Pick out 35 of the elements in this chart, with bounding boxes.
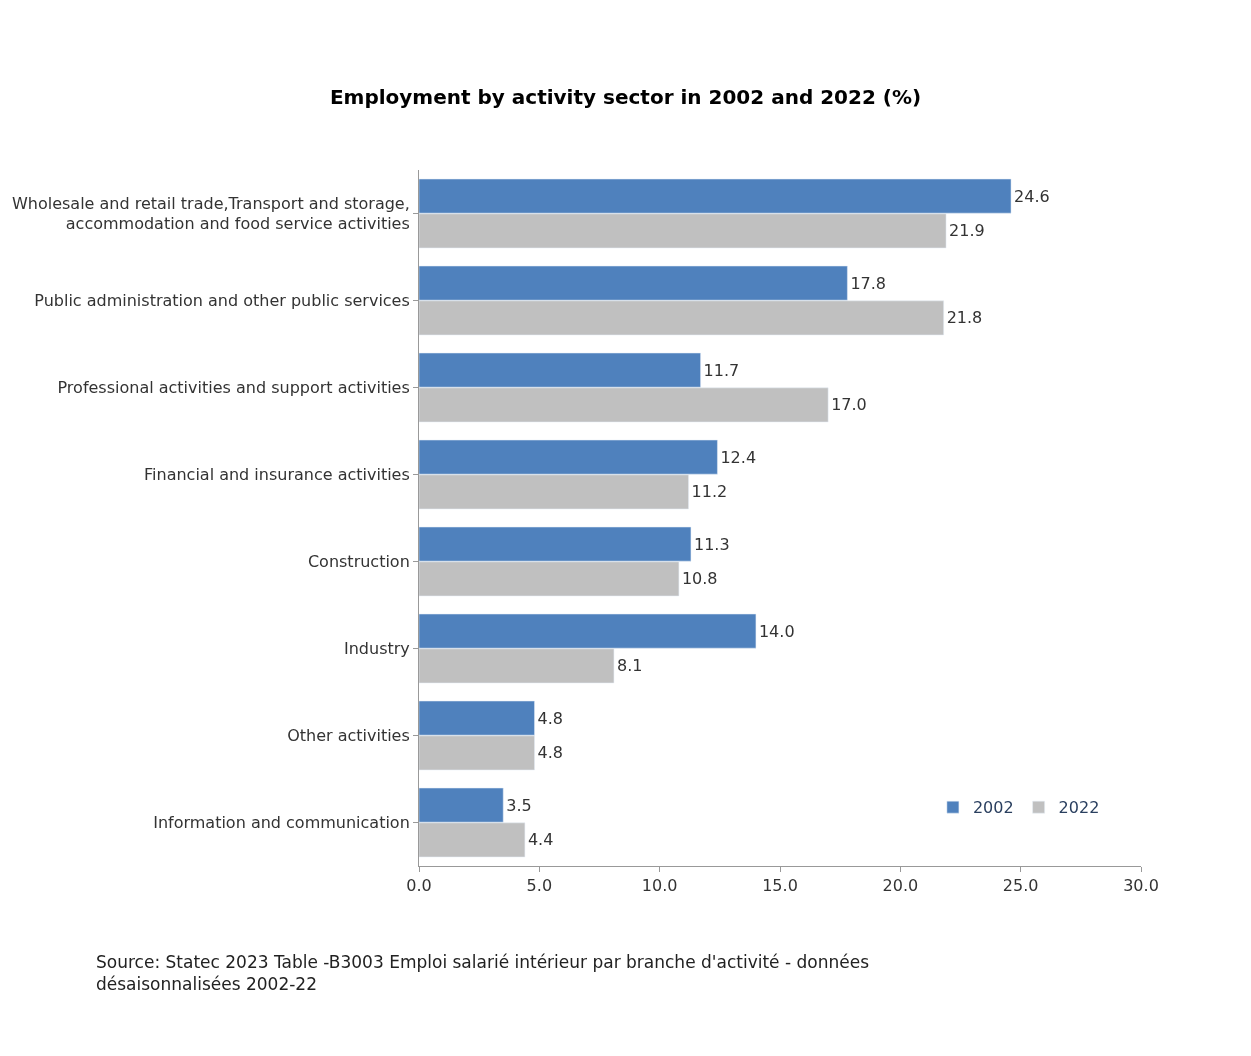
legend-label: 2022 — [1058, 798, 1100, 818]
y-tick-label: Financial and insurance activities — [144, 465, 410, 485]
y-tick-label: Other activities — [287, 726, 410, 746]
data-label: 12.4 — [720, 447, 757, 467]
y-tick-label: Wholesale and retail trade,Transport and storage, accommodation and food service activities — [11, 193, 410, 234]
data-label: 11.7 — [703, 360, 740, 380]
x-tick-label: 15.0 — [762, 876, 798, 896]
y-tick-label: Construction — [307, 552, 410, 572]
data-label: 8.1 — [616, 656, 643, 676]
y-tick-label: Public administration and other public services — [34, 291, 410, 311]
source-note: Source: Statec 2023 Table -B3003 Emploi salarié intérieur par branche d'activité - données désaisonnalisées 2002-22 — [96, 952, 870, 995]
data-label: 11.2 — [691, 482, 728, 502]
data-label: 10.8 — [681, 569, 718, 589]
legend-label: 2002 — [972, 798, 1014, 818]
x-tick-label: 5.0 — [526, 876, 553, 896]
x-tick-label: 20.0 — [882, 876, 919, 896]
data-label: 21.8 — [946, 308, 983, 328]
x-tick-label: 25.0 — [1002, 876, 1039, 896]
x-tick-label: 30.0 — [1123, 876, 1159, 896]
data-label: 24.6 — [1014, 186, 1050, 206]
data-label: 14.0 — [758, 621, 795, 641]
data-label: 3.5 — [506, 795, 532, 815]
y-tick-label: Industry — [343, 639, 410, 659]
y-tick-label: Professional activities and support activities — [57, 378, 410, 398]
data-label: 17.8 — [850, 273, 887, 293]
data-label: 4.8 — [537, 708, 563, 728]
data-label: 21.9 — [949, 221, 985, 241]
y-tick-label: Information and communication — [153, 813, 410, 833]
data-label: 17.0 — [831, 395, 867, 415]
data-label: 11.3 — [693, 534, 730, 554]
data-label: 4.4 — [527, 830, 554, 850]
data-label: 4.8 — [537, 743, 563, 763]
chart-title: Employment by activity sector in 2002 and 2022 (%) — [329, 84, 922, 109]
x-tick-label: 0.0 — [406, 876, 432, 896]
x-tick-label: 10.0 — [641, 876, 678, 896]
